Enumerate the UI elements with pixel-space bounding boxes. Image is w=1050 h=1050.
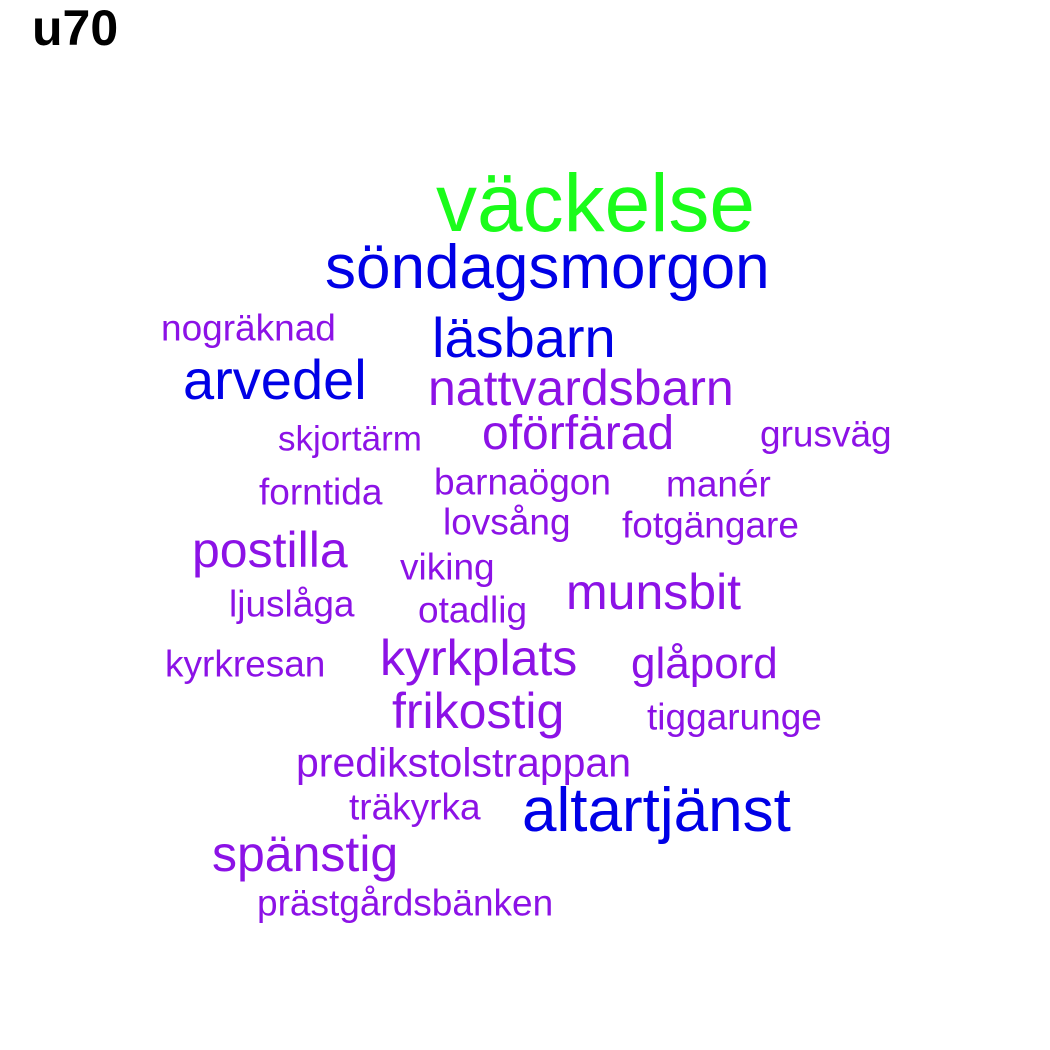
cloud-word: oförfärad (482, 407, 675, 460)
cloud-word: tiggarunge (647, 696, 822, 738)
cloud-word: nattvardsbarn (428, 360, 734, 416)
cloud-word: söndagsmorgon (325, 233, 770, 302)
cloud-word: predikstolstrappan (296, 739, 632, 786)
cloud-word: träkyrka (349, 786, 481, 828)
cloud-word: lovsång (443, 501, 571, 543)
cloud-word: väckelse (436, 158, 756, 249)
cloud-word: grusväg (760, 413, 892, 455)
cloud-word: barnaögon (434, 461, 611, 503)
cloud-word: kyrkresan (165, 643, 326, 685)
page-title: u70 (32, 0, 119, 56)
cloud-word: altartjänst (522, 776, 791, 845)
cloud-word: glåpord (631, 639, 778, 688)
cloud-word: ljuslåga (229, 583, 355, 625)
cloud-word: munsbit (566, 564, 742, 620)
cloud-word: prästgårdsbänken (257, 882, 554, 924)
cloud-word: nogräknad (161, 307, 336, 349)
cloud-word: frikostig (392, 683, 565, 739)
cloud-word: viking (400, 546, 495, 588)
cloud-word: arvedel (183, 348, 367, 411)
cloud-word: spänstig (212, 826, 399, 882)
cloud-word: postilla (192, 522, 348, 578)
cloud-word: forntida (259, 471, 383, 513)
cloud-word: kyrkplats (380, 630, 578, 686)
cloud-word: otadlig (418, 589, 528, 631)
cloud-word: skjortärm (278, 419, 422, 459)
cloud-word: läsbarn (432, 306, 616, 369)
cloud-word: manér (666, 463, 771, 505)
cloud-word: fotgängare (622, 504, 799, 546)
